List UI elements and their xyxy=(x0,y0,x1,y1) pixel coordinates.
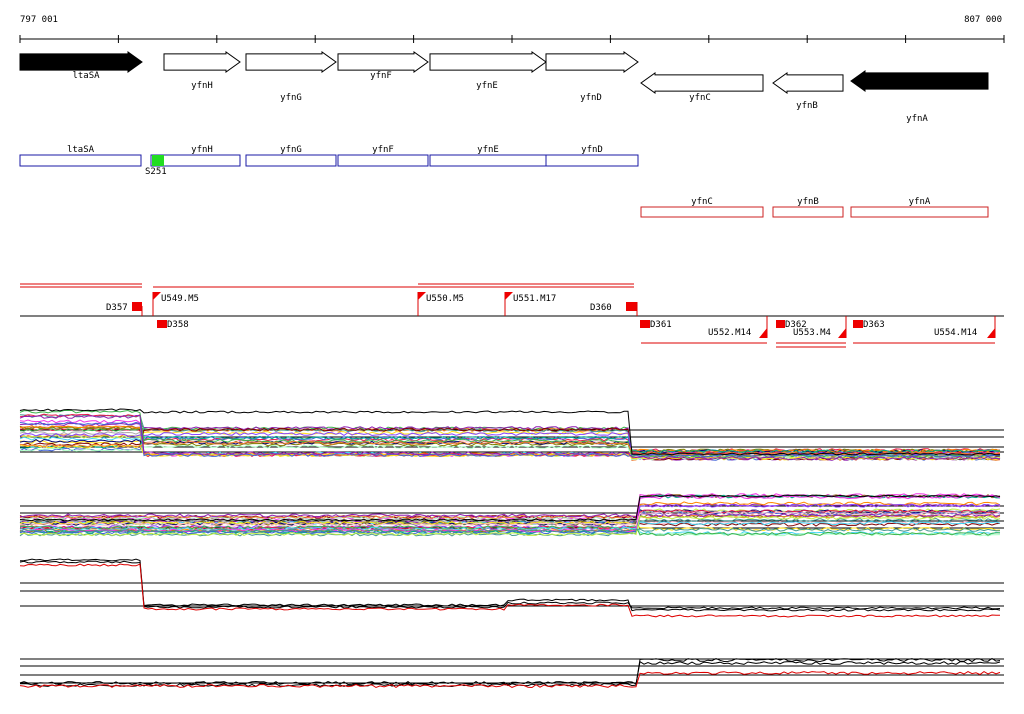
reverse-box-label: yfnB xyxy=(797,197,819,207)
unit-label: U552.M14 xyxy=(708,328,751,338)
marker-d360[interactable]: D360 xyxy=(590,302,638,316)
marker-label: D363 xyxy=(863,320,885,330)
expression-panel-1 xyxy=(19,408,1004,461)
expression-panel-3 xyxy=(19,558,1004,618)
gene-label-yfnh: yfnH xyxy=(191,81,213,91)
gene-label-yfnb: yfnB xyxy=(796,101,818,111)
forward-box-yfnf[interactable]: yfnF xyxy=(337,145,429,167)
gene-label-yfna: yfnA xyxy=(906,114,928,124)
marker-label: D362 xyxy=(785,320,807,330)
gene-arrow-yfna[interactable]: yfnA xyxy=(850,70,989,124)
marker-d363[interactable]: D363 xyxy=(853,320,885,330)
gene-label-ltasa: ltaSA xyxy=(72,71,100,81)
gene-arrow-yfnh[interactable]: yfnH xyxy=(163,51,241,91)
reverse-box-yfnb[interactable]: yfnB xyxy=(772,197,844,218)
gene-label-yfnc: yfnC xyxy=(689,93,711,103)
forward-box-track: ltaSA yfnH yfnG yfnF yfnE yfnD S251 xyxy=(19,145,639,177)
expression-panel-4 xyxy=(19,657,1004,689)
forward-box-ltasa[interactable]: ltaSA xyxy=(19,145,142,167)
unit-label: U550.M5 xyxy=(426,294,464,304)
expression-panel-2 xyxy=(19,493,1004,537)
reverse-box-yfnc[interactable]: yfnC xyxy=(640,197,764,218)
transcription-unit-u554[interactable]: U554.M14 xyxy=(934,316,996,338)
forward-box-yfne[interactable]: yfnE xyxy=(429,145,547,167)
unit-label: U549.M5 xyxy=(161,294,199,304)
site-marker-s251[interactable] xyxy=(152,155,164,166)
transcription-unit-u549[interactable]: U549.M5 xyxy=(152,292,199,316)
transcription-unit-u550[interactable]: U550.M5 xyxy=(417,292,464,316)
ruler-end-label: 807 000 xyxy=(964,15,1002,25)
transcription-unit-u552[interactable]: U552.M14 xyxy=(708,316,768,338)
coordinate-ruler: 797 001 807 000 xyxy=(19,15,1005,43)
unit-label: U551.M17 xyxy=(513,294,556,304)
forward-box-label: yfnG xyxy=(280,145,302,155)
gene-arrow-ltasa[interactable]: ltaSA xyxy=(19,51,143,81)
gene-label-yfng: yfnG xyxy=(280,93,302,103)
marker-d357[interactable]: D357 xyxy=(106,302,143,316)
forward-box-label: yfnE xyxy=(477,145,499,155)
ruler-start-label: 797 001 xyxy=(20,15,58,25)
gene-arrow-yfnb[interactable]: yfnB xyxy=(772,72,844,111)
forward-box-label: yfnD xyxy=(581,145,603,155)
marker-label: D361 xyxy=(650,320,672,330)
transcription-unit-u551[interactable]: U551.M17 xyxy=(504,292,556,316)
unit-label: U554.M14 xyxy=(934,328,977,338)
transcription-unit-track: U549.M5 U550.M5 U551.M17 U552.M14 U553.M… xyxy=(20,283,1004,348)
marker-label: D357 xyxy=(106,303,128,313)
gene-label-yfnd: yfnD xyxy=(580,93,602,103)
gene-arrow-yfnf[interactable]: yfnF xyxy=(337,51,429,81)
forward-box-yfnd[interactable]: yfnD xyxy=(545,145,639,167)
unit-label: U553.M4 xyxy=(793,328,831,338)
gene-arrow-yfne[interactable]: yfnE xyxy=(429,51,547,91)
forward-box-yfnh[interactable]: yfnH xyxy=(150,145,241,167)
forward-box-label: ltaSA xyxy=(67,145,95,155)
gene-arrow-yfnd[interactable]: yfnD xyxy=(545,51,639,103)
marker-d361[interactable]: D361 xyxy=(640,320,672,330)
reverse-box-track: yfnC yfnB yfnA xyxy=(640,197,989,218)
transcription-unit-u553[interactable]: U553.M4 xyxy=(793,316,847,338)
marker-label: D360 xyxy=(590,303,612,313)
reverse-box-label: yfnC xyxy=(691,197,713,207)
marker-d358[interactable]: D358 xyxy=(157,320,189,330)
marker-d362[interactable]: D362 xyxy=(776,320,807,330)
reverse-box-label: yfnA xyxy=(909,197,931,207)
marker-label: D358 xyxy=(167,320,189,330)
gene-label-yfnf: yfnF xyxy=(370,71,392,81)
site-marker-label: S251 xyxy=(145,167,167,177)
gene-label-yfne: yfnE xyxy=(476,81,498,91)
reverse-box-yfna[interactable]: yfnA xyxy=(850,197,989,218)
gene-arrow-yfng[interactable]: yfnG xyxy=(245,51,337,103)
forward-box-label: yfnF xyxy=(372,145,394,155)
gene-arrow-track: ltaSA yfnH yfnG yfnF yfnE yfnD yfnC yfnB… xyxy=(19,51,989,124)
gene-arrow-yfnc[interactable]: yfnC xyxy=(640,72,764,103)
forward-box-label: yfnH xyxy=(191,145,213,155)
forward-box-yfng[interactable]: yfnG xyxy=(245,145,337,167)
